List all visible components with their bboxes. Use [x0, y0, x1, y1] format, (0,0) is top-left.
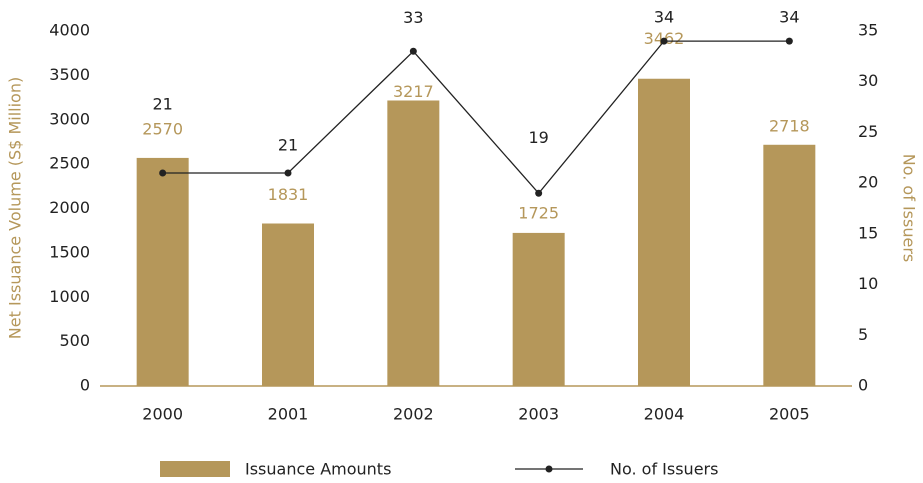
bar-value-label: 1725	[518, 203, 559, 222]
y2-tick-label: 15	[858, 223, 878, 242]
line	[162, 40, 790, 195]
bar	[136, 157, 189, 386]
line-value-label: 34	[654, 8, 674, 27]
y2-axis-title: No. of Issuers	[900, 154, 919, 262]
line-value-label: 33	[403, 8, 423, 27]
y2-tick-label: 20	[858, 173, 878, 192]
line-value-label: 19	[528, 128, 548, 147]
y2-tick-label: 35	[858, 21, 878, 40]
y-axis-title: Net Issuance Volume (S$ Million)	[6, 77, 25, 339]
line-point	[159, 169, 167, 177]
line-point	[660, 37, 668, 45]
y-tick-label: 1500	[49, 242, 90, 261]
legend-marker	[545, 465, 553, 473]
y-tick-label: 3000	[49, 109, 90, 128]
y-tick-label: 2000	[49, 198, 90, 217]
bar-value-label: 2718	[769, 116, 810, 135]
line-point	[409, 47, 417, 55]
bar	[763, 144, 816, 386]
line-value-label: 34	[779, 8, 799, 27]
x-tick-label: 2002	[393, 405, 434, 424]
line-value-label: 21	[152, 95, 172, 114]
legend-swatch	[160, 461, 230, 477]
y-tick-label: 2500	[49, 154, 90, 173]
bar	[262, 223, 314, 386]
line-value-label: 21	[278, 136, 298, 155]
bar-value-label: 3217	[393, 82, 434, 101]
y2-tick-label: 5	[858, 325, 868, 344]
y2-tick-label: 0	[858, 376, 868, 395]
bar-value-label: 2570	[142, 119, 183, 138]
y2-tick-label: 30	[858, 71, 878, 90]
x-tick-label: 2005	[769, 405, 810, 424]
y-tick-label: 0	[80, 376, 90, 395]
legend-label: No. of Issuers	[610, 460, 718, 479]
line-point	[284, 169, 292, 177]
x-tick-label: 2003	[518, 405, 559, 424]
bar	[638, 78, 690, 386]
y-tick-label: 4000	[49, 21, 90, 40]
x-tick-label: 2004	[644, 405, 685, 424]
line-point	[785, 37, 793, 45]
y2-tick-label: 25	[858, 122, 878, 141]
line-point	[535, 189, 543, 197]
x-tick-label: 2001	[268, 405, 309, 424]
bar-value-label: 1831	[268, 185, 309, 204]
bar	[387, 100, 440, 387]
y2-tick-label: 10	[858, 274, 878, 293]
x-tick-label: 2000	[142, 405, 183, 424]
y-tick-label: 500	[59, 331, 90, 350]
bar	[512, 232, 565, 386]
y-tick-label: 3500	[49, 65, 90, 84]
legend-label: Issuance Amounts	[245, 460, 391, 479]
y-tick-label: 1000	[49, 287, 90, 306]
